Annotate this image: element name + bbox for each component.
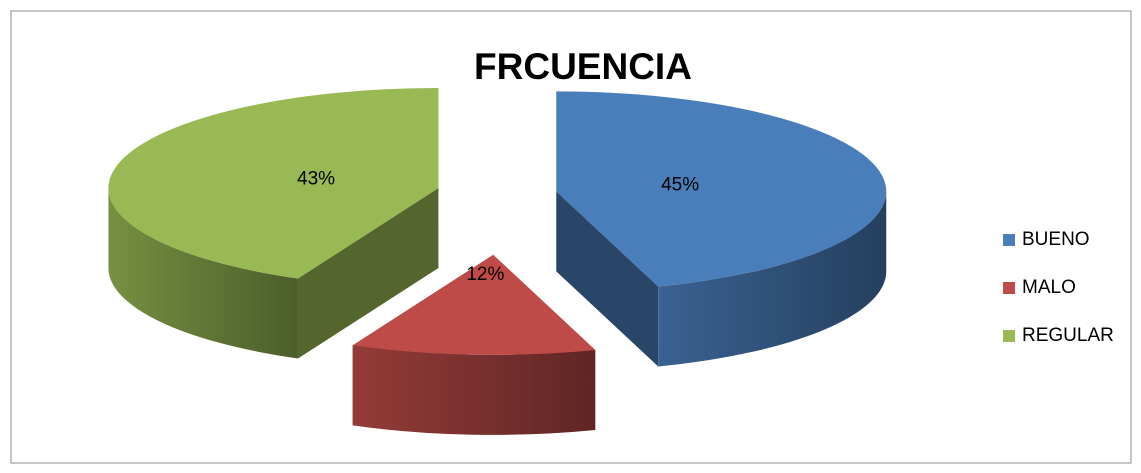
legend-swatch [1003,330,1015,342]
data-label: 45% [661,174,699,195]
slice-top [352,254,596,355]
slice-rim [108,188,298,359]
legend-label: MALO [1022,277,1076,298]
pie-slice [352,254,596,435]
slice-top [556,91,887,287]
slice-rim [658,191,887,367]
data-label: 12% [466,264,504,285]
slice-top [108,88,439,279]
slice-side [556,191,659,367]
data-label: 43% [297,169,335,190]
legend-swatch [1003,234,1015,246]
pie-slice [556,91,887,367]
legend-label: BUENO [1022,229,1090,250]
legend-swatch [1003,282,1015,294]
slice-rim [352,345,596,435]
chart-title: FRCUENCIA [474,46,692,87]
pie-slice [108,88,439,359]
legend-label: REGULAR [1022,325,1114,346]
slice-side [297,188,439,359]
